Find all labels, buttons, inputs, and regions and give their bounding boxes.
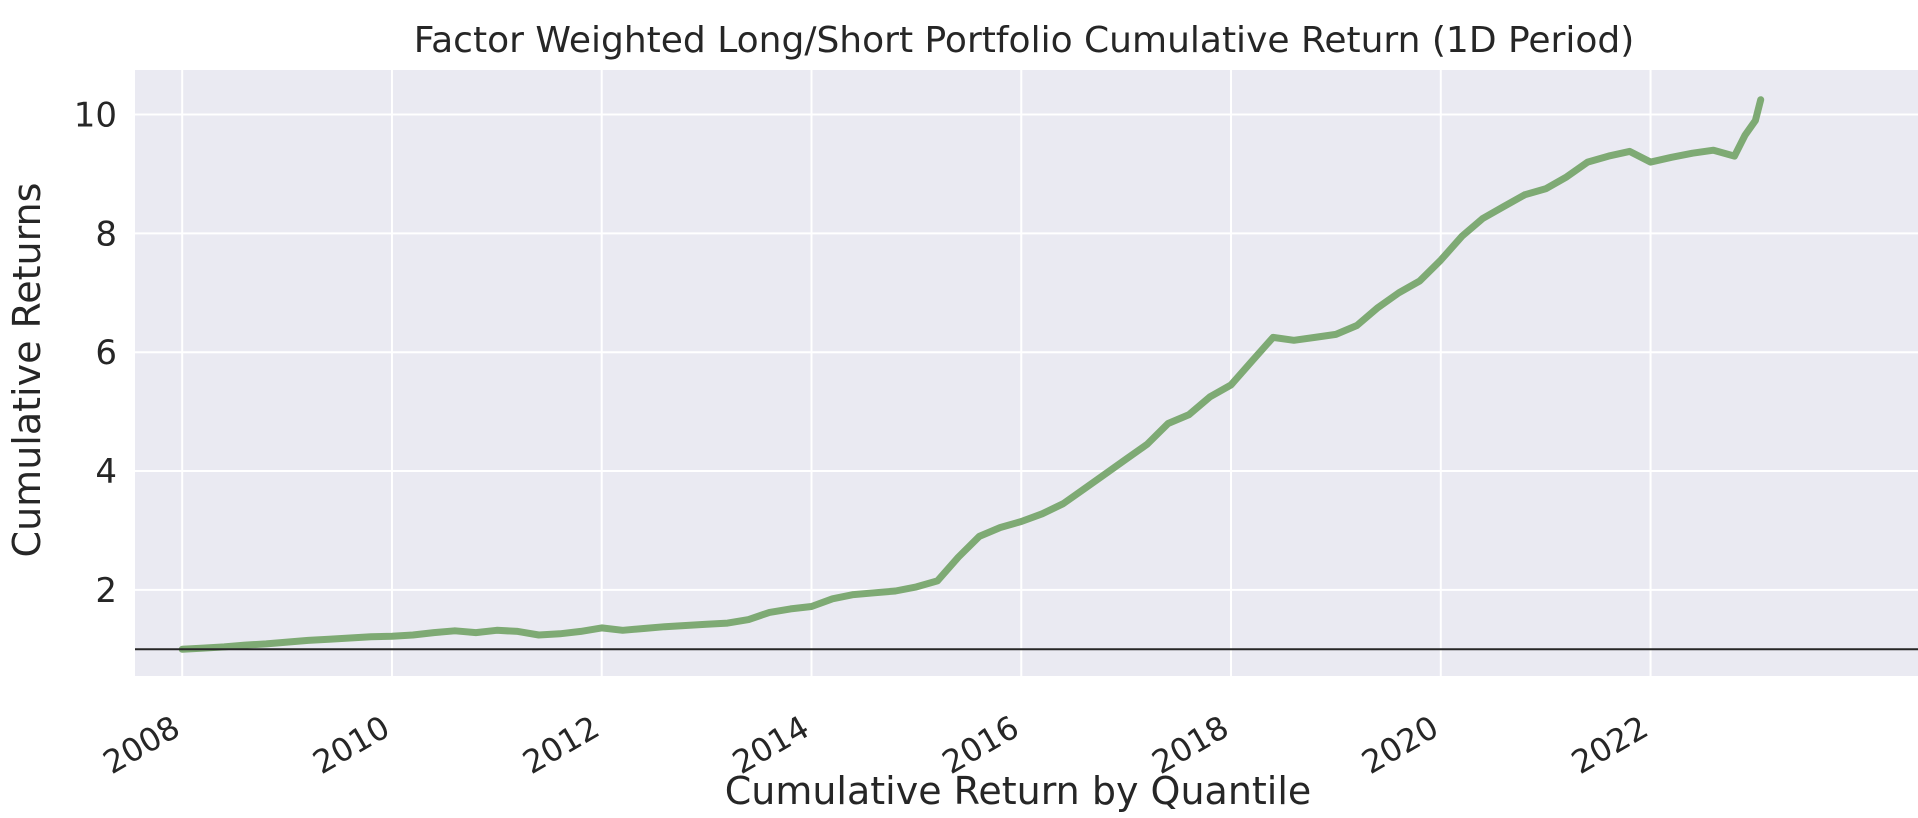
chart-title: Factor Weighted Long/Short Portfolio Cum…	[414, 20, 1635, 61]
x-tick-label: 2020	[1355, 708, 1445, 782]
plot-area	[135, 70, 1918, 676]
y-tick-labels: 2 4 6 8 10	[74, 96, 117, 611]
y-tick-label: 10	[74, 96, 117, 136]
y-axis-label: Cumulative Returns	[5, 183, 49, 558]
series-line	[178, 96, 1765, 653]
y-tick-label: 4	[95, 452, 117, 492]
x-tick-label: 2022	[1565, 708, 1655, 782]
series-layer	[178, 96, 1765, 653]
x-tick-label: 2012	[516, 708, 606, 782]
x-tick-label: 2010	[306, 708, 396, 782]
y-tick-label: 2	[95, 571, 117, 611]
x-tick-label: 2008	[97, 708, 187, 782]
y-tick-label: 8	[95, 214, 117, 254]
grid-lines	[135, 70, 1918, 676]
x-axis-label: Cumulative Return by Quantile	[725, 769, 1312, 813]
y-tick-label: 6	[95, 333, 117, 373]
plot-background	[135, 70, 1918, 676]
